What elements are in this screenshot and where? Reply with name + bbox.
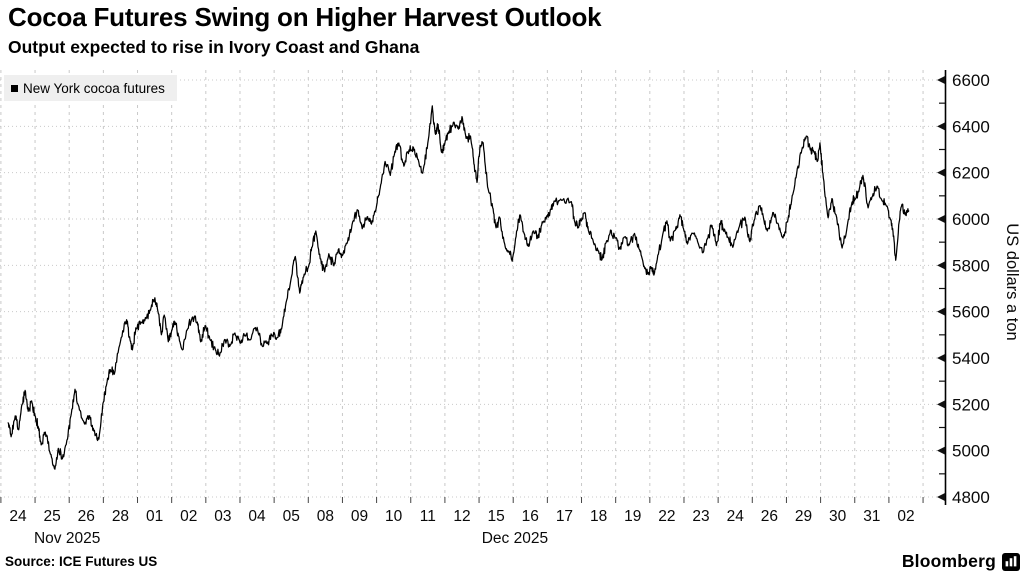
y-major-tick-6600 [937,76,945,84]
x-tick-label-26: 02 [897,508,914,525]
y-tick-label-4800: 4800 [952,488,990,507]
bloomberg-icon [1002,552,1020,571]
x-tick-label-10: 09 [351,508,368,525]
bloomberg-brand: Bloomberg [902,551,1020,572]
x-tick-label-0: 24 [9,508,27,525]
x-tick-label-23: 29 [795,508,812,525]
x-tick-label-8: 05 [283,508,300,525]
y-major-tick-5000 [937,446,945,455]
x-tick-label-7: 04 [248,508,266,525]
legend-swatch-icon [11,84,18,92]
y-major-tick-6000 [937,215,945,223]
x-tick-label-25: 31 [863,508,880,525]
x-tick-label-21: 24 [727,508,745,525]
x-tick-label-5: 02 [180,508,197,525]
price-line [7,105,910,470]
y-tick-label-6000: 6000 [952,210,990,229]
y-tick-label-6200: 6200 [952,164,990,183]
month-label-0: Nov 2025 [34,530,100,547]
x-tick-label-14: 15 [488,508,505,525]
y-major-tick-5800 [937,261,945,270]
x-tick-label-18: 19 [624,508,641,525]
x-tick-label-19: 22 [658,508,675,525]
y-tick-label-5400: 5400 [952,349,990,368]
y-tick-label-6600: 6600 [952,71,990,90]
page-title: Cocoa Futures Swing on Higher Harvest Ou… [8,2,602,32]
x-tick-label-12: 11 [420,508,436,525]
bloomberg-wordmark: Bloomberg [901,551,996,571]
y-tick-label-6400: 6400 [952,117,990,136]
y-major-tick-6200 [937,168,945,177]
x-tick-label-1: 25 [44,508,61,525]
x-tick-label-17: 18 [590,508,607,525]
x-tick-label-22: 26 [761,508,778,525]
y-tick-label-5800: 5800 [952,256,990,275]
y-axis-title: US dollars a ton [1003,223,1021,340]
legend-label: New York cocoa futures [23,80,165,96]
y-tick-label-5600: 5600 [952,303,990,322]
month-label-1: Dec 2025 [482,530,548,547]
x-tick-label-4: 01 [146,508,163,525]
y-major-tick-4800 [937,493,945,501]
y-major-tick-5200 [937,400,945,409]
x-tick-label-9: 08 [317,508,334,525]
y-tick-label-5200: 5200 [952,395,990,414]
page-subtitle: Output expected to rise in Ivory Coast a… [8,37,420,57]
y-major-tick-5600 [937,307,945,316]
y-major-tick-5400 [937,354,945,362]
x-tick-label-3: 28 [112,508,129,525]
x-tick-label-15: 16 [522,508,539,525]
x-tick-label-20: 23 [692,508,709,525]
source-note: Source: ICE Futures US [5,554,158,569]
x-tick-label-6: 03 [214,508,231,525]
y-tick-label-5000: 5000 [952,442,990,461]
x-tick-label-24: 30 [829,508,847,525]
x-tick-label-2: 26 [78,508,95,525]
x-tick-label-13: 12 [453,508,470,525]
y-major-tick-6400 [937,122,945,131]
x-tick-label-11: 10 [385,508,403,525]
x-tick-label-16: 17 [556,508,573,525]
chart-legend: New York cocoa futures [4,75,177,101]
